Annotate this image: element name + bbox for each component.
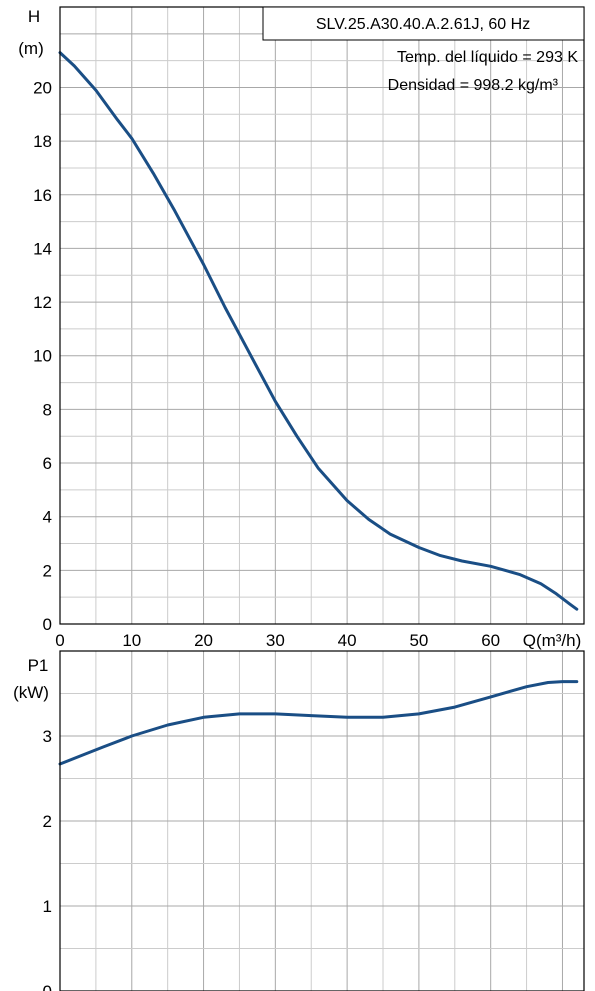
- grid-layer: [60, 7, 584, 991]
- x-tick-label: 10: [122, 631, 141, 650]
- head-y-tick-label: 14: [33, 239, 52, 258]
- model-label-box: [262, 6, 585, 41]
- head-y-tick-label: 4: [43, 508, 52, 527]
- x-tick-label: 60: [481, 631, 500, 650]
- power-y-tick-label: 1: [43, 897, 52, 916]
- p1-axis-label-unit: (kW): [13, 683, 49, 702]
- head-y-tick-label: 0: [43, 615, 52, 634]
- h-axis-label-unit: (m): [18, 39, 43, 58]
- model-label: SLV.25.A30.40.A.2.61J, 60 Hz: [316, 16, 530, 33]
- x-tick-label: 30: [266, 631, 285, 650]
- power-y-tick-label: 3: [43, 727, 52, 746]
- x-axis-label: Q(m³/h): [523, 631, 582, 650]
- head-frame: [59, 6, 585, 625]
- head-y-tick-label: 2: [43, 561, 52, 580]
- head-y-tick-label: 20: [33, 78, 52, 97]
- tick-layer: 0246810121416182001230102030405060: [33, 78, 500, 991]
- p1-axis-label: P1: [28, 656, 49, 675]
- density-label: Densidad = 998.2 kg/m³: [388, 77, 559, 94]
- power-y-tick-label: 2: [43, 812, 52, 831]
- x-tick-label: 0: [55, 631, 64, 650]
- power-y-tick-label: 0: [43, 982, 52, 991]
- curve-layer: [58, 51, 579, 766]
- head-y-tick-label: 18: [33, 132, 52, 151]
- head-y-tick-label: 10: [33, 347, 52, 366]
- power-curve: [58, 680, 579, 766]
- x-tick-label: 40: [338, 631, 357, 650]
- temperature-label: Temp. del líquido = 293 K: [397, 49, 578, 66]
- head-y-tick-label: 12: [33, 293, 52, 312]
- frame-layer: [59, 6, 585, 991]
- head-y-tick-label: 8: [43, 400, 52, 419]
- h-axis-label-h: H: [28, 7, 40, 26]
- head-y-tick-label: 16: [33, 186, 52, 205]
- x-tick-label: 50: [409, 631, 428, 650]
- power-frame: [59, 650, 585, 991]
- head-y-tick-label: 6: [43, 454, 52, 473]
- x-tick-label: 20: [194, 631, 213, 650]
- head-curve: [58, 51, 579, 611]
